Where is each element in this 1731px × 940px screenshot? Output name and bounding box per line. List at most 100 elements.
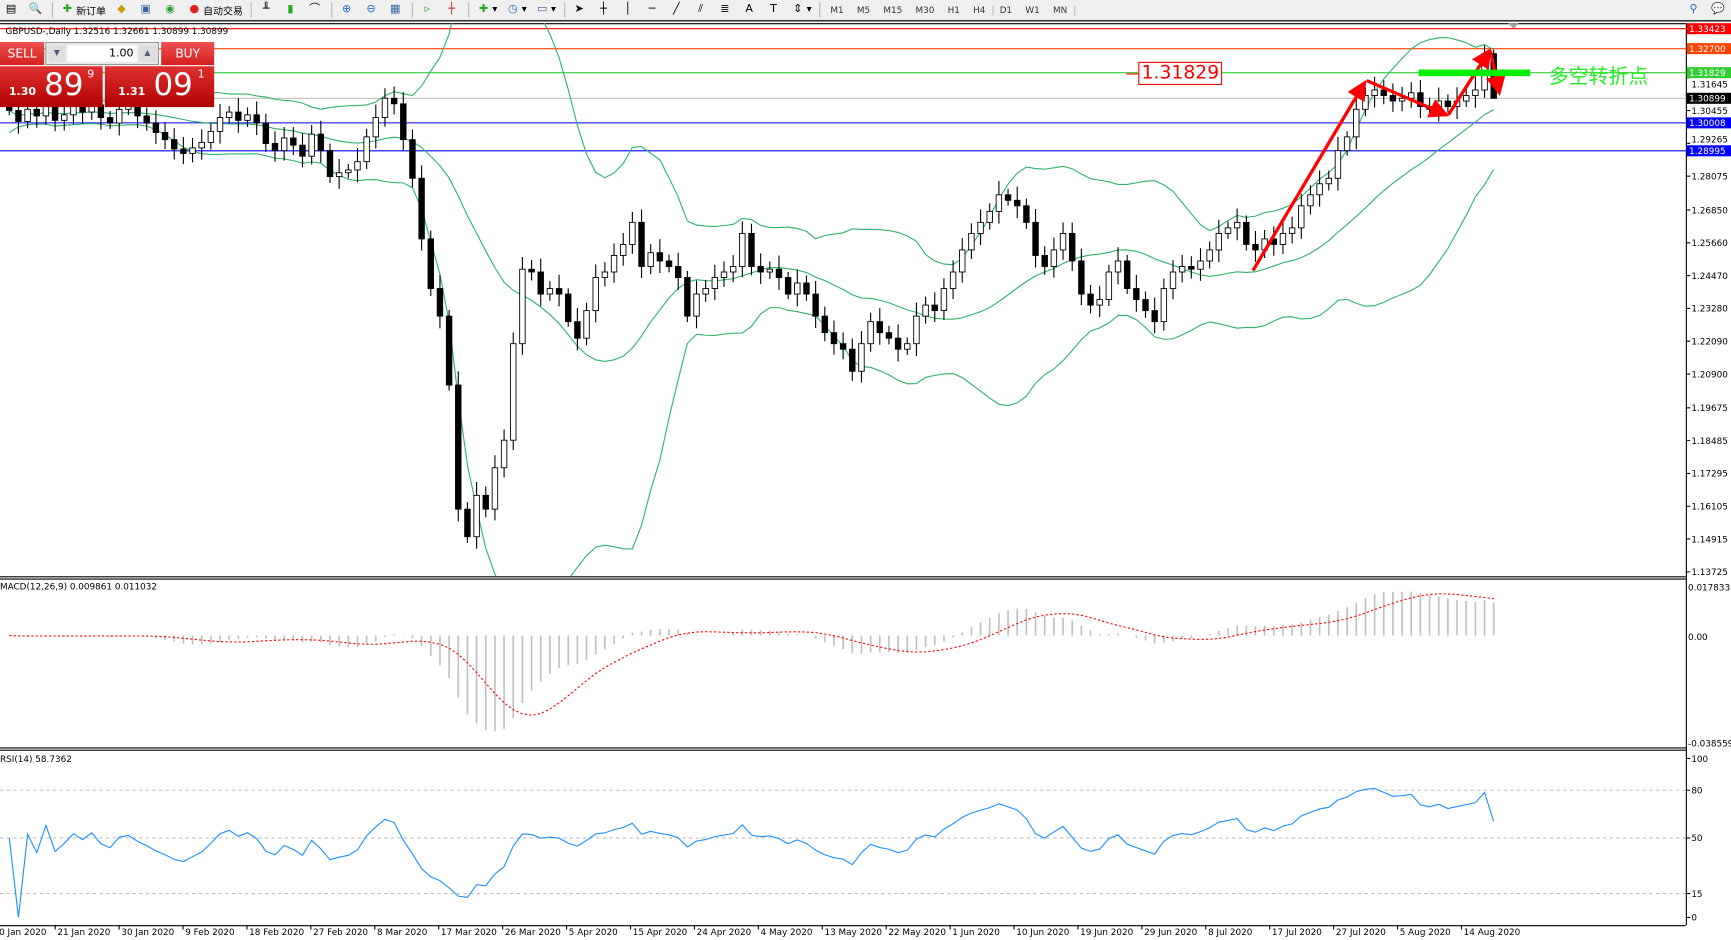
candle[interactable] xyxy=(656,239,664,274)
candle[interactable] xyxy=(913,302,920,356)
timeframe-w1[interactable]: W1 xyxy=(1025,4,1040,15)
timeframe-m15[interactable]: M15 xyxy=(883,4,903,15)
candle[interactable] xyxy=(620,232,627,266)
candle[interactable] xyxy=(1096,286,1103,318)
horizontal-line-icon[interactable]: ─ xyxy=(648,3,656,16)
candle[interactable] xyxy=(1160,278,1168,331)
candle[interactable] xyxy=(867,312,874,352)
candle[interactable] xyxy=(253,101,260,136)
candle[interactable] xyxy=(1353,95,1360,150)
candle[interactable] xyxy=(1362,87,1369,117)
candle[interactable] xyxy=(1389,83,1397,112)
candle[interactable] xyxy=(1380,80,1387,105)
candle[interactable] xyxy=(1059,222,1067,260)
timeframe-m30[interactable]: M30 xyxy=(915,4,935,15)
chat-icon[interactable]: 💬 xyxy=(1711,3,1725,16)
equidistant-channel-icon[interactable]: ⫽ xyxy=(698,3,704,16)
candle[interactable] xyxy=(610,243,618,283)
candle[interactable] xyxy=(1417,80,1424,118)
candle[interactable] xyxy=(775,255,783,290)
candle[interactable] xyxy=(739,221,746,278)
candle[interactable] xyxy=(510,332,517,451)
text-icon[interactable]: A xyxy=(745,3,753,16)
candle[interactable] xyxy=(1133,274,1140,312)
candle[interactable] xyxy=(354,148,361,183)
candle[interactable] xyxy=(335,158,343,189)
crosshair-icon[interactable]: ┼ xyxy=(600,3,607,16)
candle[interactable] xyxy=(555,274,563,307)
candle[interactable] xyxy=(757,253,764,284)
chart-shift-marker[interactable] xyxy=(1508,23,1520,29)
timeframe-d1[interactable]: D1 xyxy=(992,4,1019,15)
lot-decrease-button[interactable]: ▼ xyxy=(48,45,66,62)
fibonacci-icon[interactable]: ≣ xyxy=(720,3,730,16)
candle[interactable] xyxy=(308,125,315,165)
auto-trading-button[interactable]: ● 自动交易 xyxy=(183,1,247,19)
candle[interactable] xyxy=(473,481,480,549)
new-order-button[interactable]: ✚ 新订单 xyxy=(56,1,110,19)
candle[interactable] xyxy=(1472,76,1479,108)
candle[interactable] xyxy=(381,88,389,127)
candle[interactable] xyxy=(482,486,489,518)
candle[interactable] xyxy=(1169,260,1177,300)
arrow-down-1[interactable] xyxy=(1366,79,1450,118)
candle[interactable] xyxy=(1014,186,1021,219)
candle[interactable] xyxy=(1435,87,1442,122)
candle[interactable] xyxy=(1371,76,1378,108)
candle[interactable] xyxy=(1252,230,1259,263)
candle[interactable] xyxy=(784,271,792,300)
buy-button[interactable]: BUY xyxy=(161,41,215,66)
candle[interactable] xyxy=(931,292,938,323)
candle[interactable] xyxy=(1023,198,1030,229)
candle[interactable] xyxy=(693,280,700,329)
candle[interactable] xyxy=(216,103,224,144)
candle[interactable] xyxy=(766,261,774,279)
level-annotation-box[interactable]: 1.31829 xyxy=(1138,61,1223,86)
candle[interactable] xyxy=(1408,82,1415,108)
candle[interactable] xyxy=(711,264,719,300)
candle[interactable] xyxy=(1188,256,1195,279)
candle[interactable] xyxy=(180,137,187,165)
candle[interactable] xyxy=(1105,264,1113,307)
periods-icon[interactable]: ◷ ▾ xyxy=(508,3,527,16)
tile-windows-icon[interactable]: ▦ xyxy=(390,3,401,16)
candle[interactable] xyxy=(1343,131,1351,156)
indicators-icon[interactable]: ✚ ▾ xyxy=(478,3,498,16)
candle[interactable] xyxy=(1233,208,1241,241)
candle[interactable] xyxy=(1178,254,1186,283)
candle[interactable] xyxy=(674,252,682,290)
candle[interactable] xyxy=(858,331,865,383)
candle[interactable] xyxy=(244,107,251,127)
candle[interactable] xyxy=(528,259,535,281)
candle[interactable] xyxy=(684,270,691,323)
candle[interactable] xyxy=(418,165,425,251)
candle[interactable] xyxy=(1398,86,1406,112)
vertical-line-icon[interactable]: │ xyxy=(624,3,632,16)
timeframe-mn[interactable]: MN xyxy=(1046,4,1075,15)
candle[interactable] xyxy=(500,429,508,478)
cursor-icon[interactable]: ➤ xyxy=(574,3,584,16)
candle[interactable] xyxy=(299,132,306,168)
candle[interactable] xyxy=(207,123,215,150)
candle[interactable] xyxy=(720,261,728,287)
candle[interactable] xyxy=(326,143,334,183)
lot-increase-button[interactable]: ▲ xyxy=(139,45,156,62)
candle[interactable] xyxy=(1114,247,1122,285)
candle[interactable] xyxy=(455,371,462,522)
candle[interactable] xyxy=(949,260,957,299)
candle[interactable] xyxy=(894,324,902,362)
zoom-in-icon[interactable]: ⊕ xyxy=(342,3,352,16)
candle[interactable] xyxy=(839,332,847,360)
search-icon[interactable]: ⚲ xyxy=(1689,3,1698,16)
chart-window-icon[interactable]: ▤ xyxy=(5,3,17,16)
turning-point-label[interactable]: 多空转折点 xyxy=(1548,65,1649,89)
candle[interactable] xyxy=(1316,170,1323,207)
arrows-icon[interactable]: ⇕ ▾ xyxy=(793,3,812,16)
candle[interactable] xyxy=(427,230,434,296)
signals-icon[interactable]: ◉ xyxy=(165,3,175,16)
candle[interactable] xyxy=(1050,237,1058,278)
chart-shift-icon[interactable]: ┼ xyxy=(448,3,455,16)
candle[interactable] xyxy=(106,110,114,130)
candle[interactable] xyxy=(629,211,636,254)
candle[interactable] xyxy=(1224,221,1232,240)
